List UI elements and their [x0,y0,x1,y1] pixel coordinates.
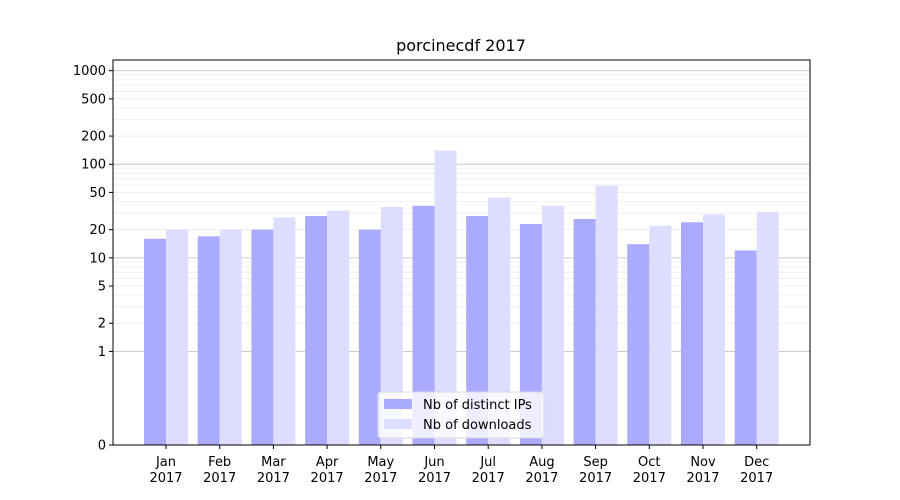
bar-distinct-ips [466,215,489,445]
x-tick-label-year: 2017 [525,471,558,486]
x-tick-label-month: Aug [529,455,554,470]
bar-distinct-ips [681,222,703,445]
bar-distinct-ips [305,215,328,445]
x-tick-label-year: 2017 [203,471,236,486]
x-tick-label-month: Jan [155,455,176,470]
legend-swatch [384,399,412,409]
legend-box [377,391,545,439]
bar-distinct-ips [144,238,166,445]
legend: Nb of distinct IPs Nb of downloads [377,391,545,439]
x-tick-label-year: 2017 [740,471,773,486]
y-axis: 0 1 2 5 10 20 50 100 200 500 1000 [73,64,113,454]
x-tick-label-year: 2017 [364,471,397,486]
x-tick-label-month: Dec [744,455,769,470]
bar-downloads [703,214,725,445]
x-tick-label-month: Feb [208,455,231,470]
y-tick-label: 20 [89,223,106,238]
y-tick-label: 200 [81,130,106,145]
bar-downloads [649,225,672,445]
x-tick-label-month: Mar [261,455,286,470]
y-tick-label: 1000 [73,64,106,79]
bar-downloads [541,205,564,445]
legend-label: Nb of downloads [423,418,532,433]
x-tick-label-month: Oct [638,455,660,470]
bar-downloads [756,211,779,445]
x-tick-label-year: 2017 [472,471,505,486]
y-tick-label: 0 [98,439,106,454]
x-tick-label-year: 2017 [311,471,344,486]
bars [144,150,779,446]
bar-downloads [434,150,457,445]
bar-downloads [595,185,618,446]
x-tick-label-month: Sep [583,455,608,470]
bar-distinct-ips [251,229,274,445]
x-tick-label-year: 2017 [633,471,666,486]
y-tick-label: 5 [98,280,106,295]
x-tick-label-year: 2017 [686,471,719,486]
x-tick-label-year: 2017 [149,471,182,486]
bar-downloads [488,197,511,445]
bar-distinct-ips [627,244,650,445]
bar-downloads [219,229,242,445]
x-tick-label-month: May [367,455,394,470]
bar-distinct-ips [412,205,435,445]
bar-downloads [166,229,188,445]
bar-distinct-ips [519,223,542,445]
bar-distinct-ips [734,250,757,445]
x-tick-label-month: Nov [690,455,716,470]
y-tick-label: 50 [89,186,106,201]
legend-swatch [384,419,412,429]
x-tick-label-year: 2017 [418,471,451,486]
legend-label: Nb of distinct IPs [423,398,532,413]
y-tick-label: 500 [81,92,106,107]
y-tick-label: 2 [98,317,106,332]
y-tick-label: 1 [98,345,106,360]
bar-distinct-ips [358,229,381,445]
bar-downloads [380,206,403,445]
plot-frame [112,59,811,446]
y-tick-label: 10 [89,251,106,266]
bar-distinct-ips [197,236,220,445]
bar-downloads [327,210,350,445]
x-tick-label-year: 2017 [257,471,290,486]
x-tick-label-month: Jun [423,455,444,470]
x-tick-label-month: Apr [316,455,339,470]
y-tick-label: 100 [81,158,106,173]
bar-downloads [273,217,296,445]
bar-distinct-ips [573,218,596,445]
x-tick-label-year: 2017 [579,471,612,486]
x-tick-label-month: Jul [479,455,496,470]
chart-title: porcinecdf 2017 [396,36,526,55]
x-axis: Jan2017Feb2017Mar2017Apr2017May2017Jun20… [149,445,773,486]
